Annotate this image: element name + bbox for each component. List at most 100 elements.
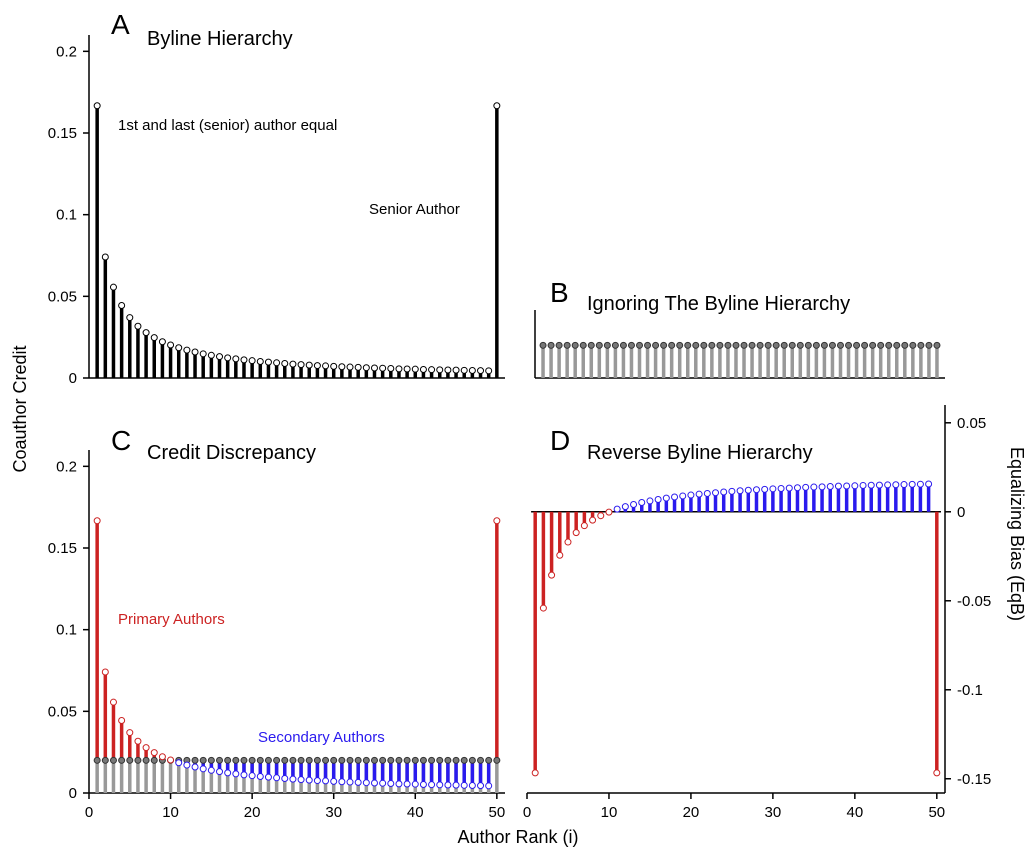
bar-marker bbox=[780, 341, 788, 349]
equal-credit-marker bbox=[477, 756, 485, 764]
bar-marker bbox=[555, 341, 563, 349]
equal-credit-marker bbox=[264, 756, 272, 764]
bar-marker bbox=[859, 481, 867, 489]
bar-marker bbox=[370, 364, 378, 372]
bar-marker bbox=[313, 362, 321, 370]
credit-marker bbox=[370, 779, 378, 787]
credit-marker bbox=[411, 780, 419, 788]
bar-marker bbox=[933, 341, 941, 349]
bar-marker bbox=[232, 355, 240, 363]
bar-marker bbox=[867, 481, 875, 489]
bar-marker bbox=[772, 341, 780, 349]
bar-marker bbox=[142, 329, 150, 337]
equal-credit-marker bbox=[101, 756, 109, 764]
bar-marker bbox=[564, 538, 572, 546]
bar-marker bbox=[126, 314, 134, 322]
bar-marker bbox=[638, 499, 646, 507]
panel-b-title: Ignoring The Byline Hierarchy bbox=[587, 293, 850, 315]
equal-credit-marker bbox=[468, 756, 476, 764]
bar-marker bbox=[595, 341, 603, 349]
credit-marker bbox=[379, 779, 387, 787]
credit-marker bbox=[452, 781, 460, 789]
bar-marker bbox=[740, 341, 748, 349]
bar-marker bbox=[579, 341, 587, 349]
bar-marker bbox=[812, 341, 820, 349]
bar-marker bbox=[613, 505, 621, 513]
bar-marker bbox=[654, 496, 662, 504]
credit-marker bbox=[175, 759, 183, 767]
bar-marker bbox=[712, 489, 720, 497]
credit-marker bbox=[305, 776, 313, 784]
equal-credit-marker bbox=[313, 756, 321, 764]
bar-marker bbox=[875, 481, 883, 489]
equal-credit-marker bbox=[240, 756, 248, 764]
credit-marker bbox=[158, 753, 166, 761]
bar-marker bbox=[732, 341, 740, 349]
credit-marker bbox=[224, 769, 232, 777]
bar-marker bbox=[224, 354, 232, 362]
bar-marker bbox=[802, 483, 810, 491]
bar-marker bbox=[818, 483, 826, 491]
bar-marker bbox=[444, 366, 452, 374]
bar-marker bbox=[761, 485, 769, 493]
bar-marker bbox=[764, 341, 772, 349]
equal-credit-marker bbox=[436, 756, 444, 764]
bar-marker bbox=[708, 341, 716, 349]
bar-marker bbox=[556, 551, 564, 559]
bar-marker bbox=[611, 341, 619, 349]
x-tick-label: 30 bbox=[325, 804, 342, 821]
credit-marker bbox=[485, 782, 493, 790]
bar-marker bbox=[109, 283, 117, 291]
credit-marker bbox=[199, 765, 207, 773]
credit-marker bbox=[419, 781, 427, 789]
bar-marker bbox=[387, 365, 395, 373]
bar-marker bbox=[93, 102, 101, 110]
x-tick-label: 0 bbox=[85, 804, 93, 821]
x-tick-label: 10 bbox=[601, 804, 618, 821]
y-tick-label: -0.05 bbox=[957, 593, 991, 610]
bar-marker bbox=[605, 508, 613, 516]
panel-a-annotation-senior: Senior Author bbox=[369, 201, 460, 218]
bar-marker bbox=[684, 341, 692, 349]
bar-marker bbox=[395, 365, 403, 373]
bar-marker bbox=[828, 341, 836, 349]
bar-marker bbox=[834, 482, 842, 490]
bar-marker bbox=[297, 361, 305, 369]
credit-marker bbox=[281, 774, 289, 782]
bar-marker bbox=[101, 253, 109, 261]
credit-marker bbox=[207, 766, 215, 774]
bar-marker bbox=[885, 341, 893, 349]
panel-a-annotation-first-last: 1st and last (senior) author equal bbox=[118, 117, 337, 134]
credit-marker bbox=[256, 773, 264, 781]
bar-marker bbox=[547, 341, 555, 349]
bar-marker bbox=[900, 481, 908, 489]
equal-credit-marker bbox=[444, 756, 452, 764]
bar-marker bbox=[676, 341, 684, 349]
y-tick-label: 0 bbox=[69, 370, 77, 387]
bar-marker bbox=[933, 769, 941, 777]
bar-marker bbox=[485, 367, 493, 375]
equal-credit-marker bbox=[224, 756, 232, 764]
x-tick-label: 40 bbox=[407, 804, 424, 821]
bar-marker bbox=[662, 494, 670, 502]
bar-marker bbox=[636, 341, 644, 349]
bar-marker bbox=[869, 341, 877, 349]
bar-marker bbox=[587, 341, 595, 349]
bar-marker bbox=[199, 350, 207, 358]
bar-marker bbox=[908, 480, 916, 488]
equal-credit-marker bbox=[452, 756, 460, 764]
bar-marker bbox=[793, 484, 801, 492]
bar-marker bbox=[603, 341, 611, 349]
bar-marker bbox=[346, 363, 354, 371]
bar-marker bbox=[720, 488, 728, 496]
credit-marker bbox=[109, 698, 117, 706]
panel-c-annotation-secondary: Secondary Authors bbox=[258, 729, 385, 746]
bar-marker bbox=[580, 522, 588, 530]
bar-marker bbox=[820, 341, 828, 349]
equal-credit-marker bbox=[207, 756, 215, 764]
equal-credit-marker bbox=[370, 756, 378, 764]
bar-marker bbox=[851, 482, 859, 490]
bar-marker bbox=[752, 486, 760, 494]
equal-credit-marker bbox=[395, 756, 403, 764]
equal-credit-marker bbox=[387, 756, 395, 764]
